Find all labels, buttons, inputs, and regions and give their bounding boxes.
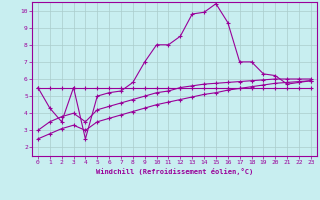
X-axis label: Windchill (Refroidissement éolien,°C): Windchill (Refroidissement éolien,°C) bbox=[96, 168, 253, 175]
